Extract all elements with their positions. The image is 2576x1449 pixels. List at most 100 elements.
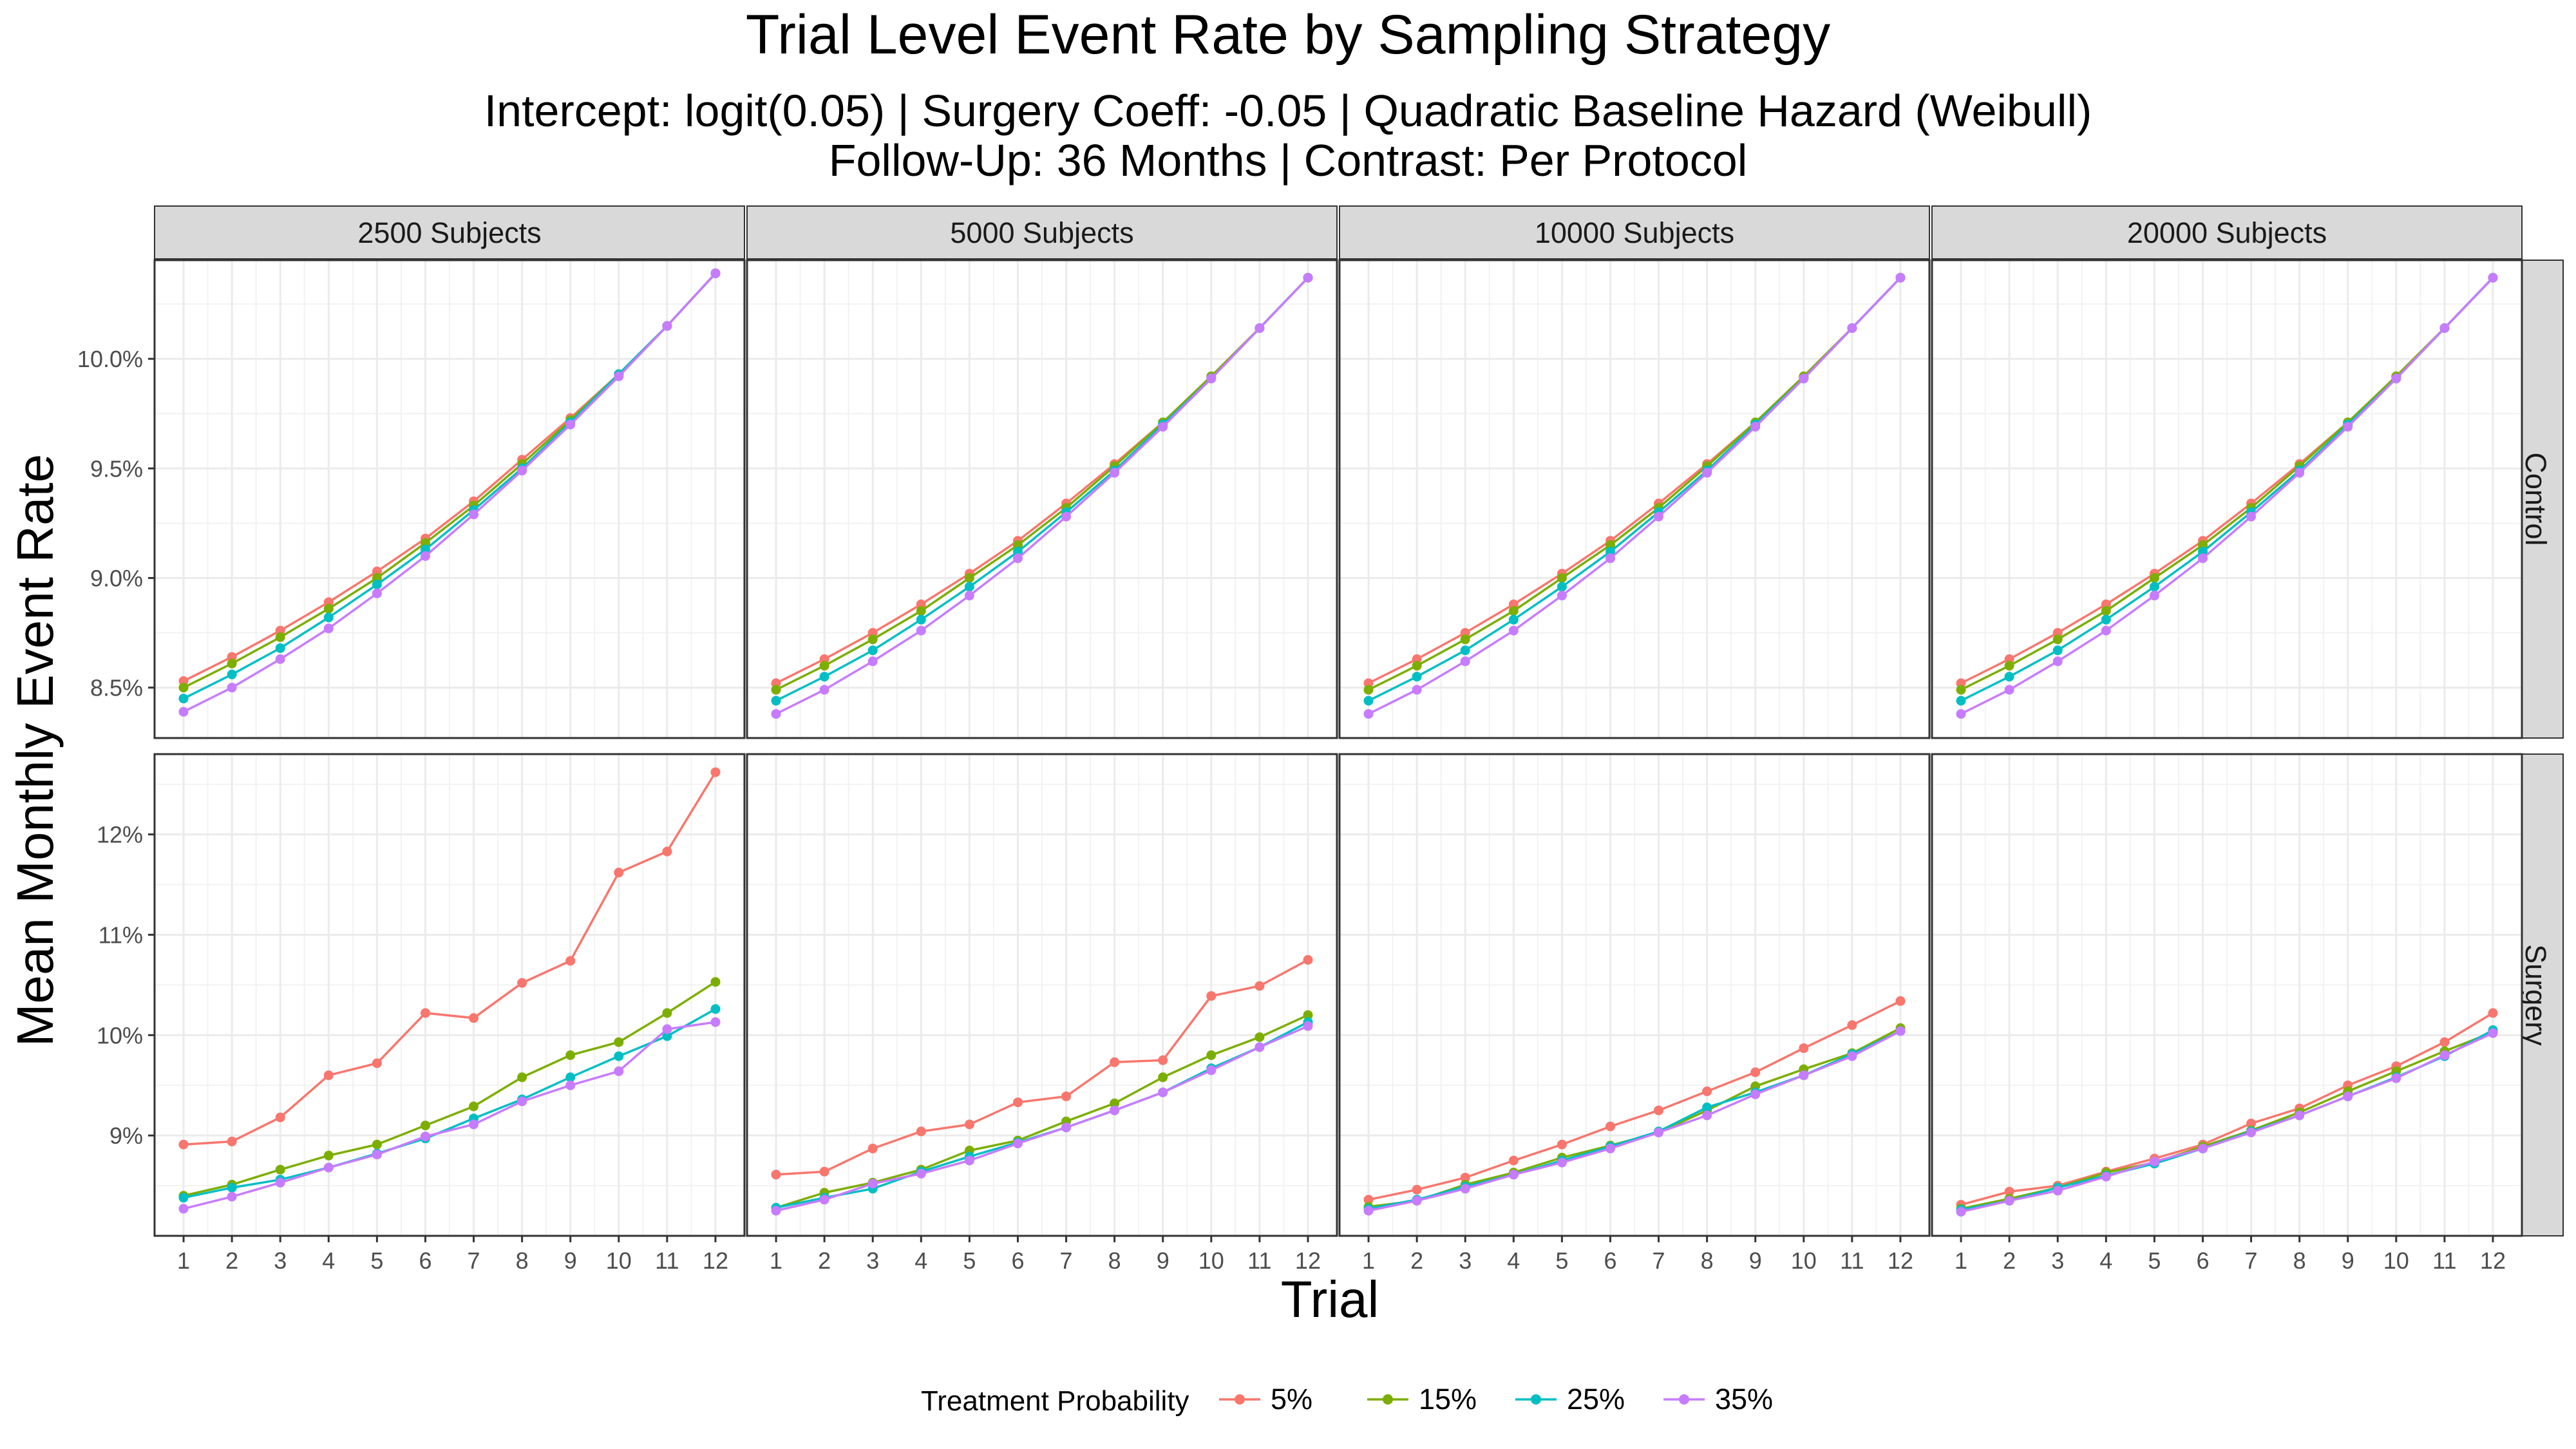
data-point xyxy=(275,643,285,653)
data-point xyxy=(614,371,624,381)
data-point xyxy=(1363,685,1374,695)
data-point xyxy=(662,1031,672,1041)
data-point xyxy=(867,1179,878,1189)
data-point xyxy=(1460,1184,1470,1194)
x-tick-label: 2 xyxy=(1410,1247,1423,1274)
data-point xyxy=(1847,1020,1857,1030)
data-point xyxy=(614,1066,624,1076)
data-point xyxy=(1799,374,1809,384)
data-point xyxy=(1061,511,1071,522)
data-point xyxy=(1847,323,1857,333)
data-point xyxy=(1750,1067,1761,1077)
data-point xyxy=(1412,1196,1422,1206)
series-line-35 xyxy=(775,1025,1309,1212)
data-point xyxy=(1847,1051,1857,1061)
data-point xyxy=(867,634,878,645)
gridlines xyxy=(1340,260,1929,738)
data-point xyxy=(1956,1207,1966,1217)
data-point xyxy=(2052,634,2063,645)
x-tick-label: 8 xyxy=(1701,1247,1714,1274)
data-point xyxy=(1303,955,1313,965)
x-tick-label: 8 xyxy=(2293,1247,2306,1274)
data-point xyxy=(1508,614,1519,625)
strip-background xyxy=(1931,205,2523,260)
x-tick-label: 5 xyxy=(2148,1247,2161,1274)
data-point xyxy=(2149,582,2159,592)
legend-item-25: 25% xyxy=(1515,1383,1625,1416)
data-point xyxy=(819,685,829,695)
data-point xyxy=(1158,1087,1168,1097)
y-axis-control: 8.5% 9.0% 9.5% 10.0% xyxy=(77,346,155,701)
data-point xyxy=(771,1170,781,1180)
data-point xyxy=(1255,981,1265,991)
data-point xyxy=(1557,1139,1567,1150)
data-point xyxy=(1206,374,1217,384)
data-point xyxy=(1460,1173,1470,1183)
data-point xyxy=(2101,614,2111,625)
chart-title: Trial Level Event Rate by Sampling Strat… xyxy=(746,4,1830,66)
column-strip-label: 10000 Subjects xyxy=(1535,216,1734,249)
data-point xyxy=(2004,1196,2014,1206)
data-point xyxy=(1206,991,1217,1001)
data-point xyxy=(2101,625,2111,636)
column-strip-20000-subjects: 20000 Subjects xyxy=(1931,205,2523,260)
series-line-25 xyxy=(183,272,717,700)
series-line-35 xyxy=(1368,276,1902,715)
x-tick-label: 1 xyxy=(770,1247,782,1274)
legend-label: 15% xyxy=(1419,1383,1477,1416)
data-point xyxy=(819,661,829,671)
x-tick-label: 1 xyxy=(1955,1247,1967,1274)
panel-border xyxy=(1931,753,2523,1237)
data-point xyxy=(565,956,576,966)
data-point xyxy=(964,591,974,601)
series-line-5 xyxy=(1368,999,1901,1201)
data-point xyxy=(517,466,527,476)
data-point xyxy=(275,654,285,664)
data-point xyxy=(565,1080,576,1090)
panel-control-20000-subjects xyxy=(1931,259,2523,739)
x-axis-5000-subjects: 1 2 3 4 5 6 7 8 9 10 11 12 xyxy=(770,1236,1321,1274)
data-point xyxy=(1557,1157,1567,1168)
series-35 xyxy=(1956,272,2498,719)
data-point xyxy=(1605,553,1615,564)
x-tick-label: 12 xyxy=(1888,1247,1913,1274)
x-tick-label: 6 xyxy=(1604,1247,1616,1274)
data-point xyxy=(1303,1010,1313,1020)
x-tick-label: 12 xyxy=(1295,1247,1321,1274)
data-point xyxy=(1255,1032,1265,1042)
data-point xyxy=(2246,1128,2256,1137)
data-point xyxy=(771,1206,781,1216)
column-strip-label: 2500 Subjects xyxy=(357,216,541,249)
gridlines xyxy=(155,754,744,1236)
series-line-25 xyxy=(183,1008,716,1199)
data-point xyxy=(916,1126,926,1137)
x-tick-label: 9 xyxy=(2342,1247,2354,1274)
panel-control-2500-subjects: 8.5% 9.0% 9.5% 10.0% xyxy=(77,259,746,739)
data-point xyxy=(1508,606,1519,616)
data-point xyxy=(1206,1065,1217,1075)
data-point xyxy=(372,588,382,598)
data-point xyxy=(1508,1170,1519,1180)
data-point xyxy=(2295,1110,2305,1121)
y-tick-label: 8.5% xyxy=(90,675,143,701)
data-point xyxy=(1412,1184,1422,1195)
x-tick-label: 7 xyxy=(2245,1247,2258,1274)
data-point xyxy=(964,582,974,592)
data-point xyxy=(2439,1050,2450,1060)
data-point xyxy=(323,1070,334,1081)
panel-surgery-20000-subjects: 1 2 3 4 5 6 7 8 9 10 11 12 xyxy=(1931,753,2523,1274)
data-point xyxy=(2052,656,2063,667)
data-point xyxy=(2198,553,2208,564)
data-point xyxy=(1557,582,1567,592)
series-35 xyxy=(178,268,721,717)
series-line-15 xyxy=(183,981,716,1197)
data-point xyxy=(2488,1008,2498,1018)
y-tick-label: 10.0% xyxy=(77,346,143,372)
x-tick-label: 2 xyxy=(225,1247,238,1274)
series-5 xyxy=(178,767,721,1150)
data-point xyxy=(1956,685,1966,695)
data-point xyxy=(178,694,189,704)
x-tick-label: 3 xyxy=(274,1247,287,1274)
x-tick-label: 9 xyxy=(1157,1247,1170,1274)
